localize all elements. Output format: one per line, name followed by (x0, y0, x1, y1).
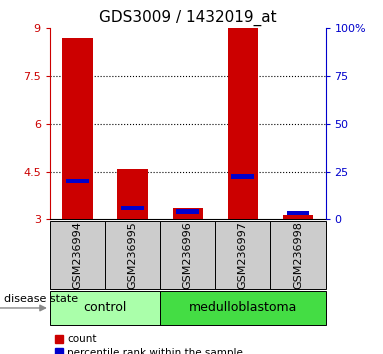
Text: GSM236996: GSM236996 (183, 221, 193, 289)
Bar (66, 179, 89, 183)
Bar (283, 215, 313, 219)
Text: control: control (83, 302, 127, 314)
Text: medulloblastoma: medulloblastoma (189, 302, 297, 314)
Bar (121, 206, 144, 210)
Bar (286, 211, 309, 215)
FancyBboxPatch shape (50, 291, 160, 325)
FancyBboxPatch shape (50, 221, 105, 289)
Legend: count, percentile rank within the sample: count, percentile rank within the sample (55, 335, 243, 354)
Text: disease state: disease state (4, 294, 78, 304)
Bar (172, 208, 203, 219)
Title: GDS3009 / 1432019_at: GDS3009 / 1432019_at (99, 9, 277, 25)
FancyBboxPatch shape (105, 221, 160, 289)
Bar (228, 28, 258, 219)
Text: GSM236994: GSM236994 (72, 221, 82, 289)
FancyBboxPatch shape (215, 221, 270, 289)
Bar (117, 169, 148, 219)
Bar (231, 175, 254, 178)
Text: GSM236997: GSM236997 (238, 221, 248, 289)
FancyBboxPatch shape (160, 291, 326, 325)
Text: GSM236995: GSM236995 (128, 221, 137, 289)
Text: GSM236998: GSM236998 (293, 221, 303, 289)
Bar (176, 210, 199, 213)
FancyBboxPatch shape (270, 221, 326, 289)
Bar (62, 38, 93, 219)
FancyBboxPatch shape (160, 221, 215, 289)
